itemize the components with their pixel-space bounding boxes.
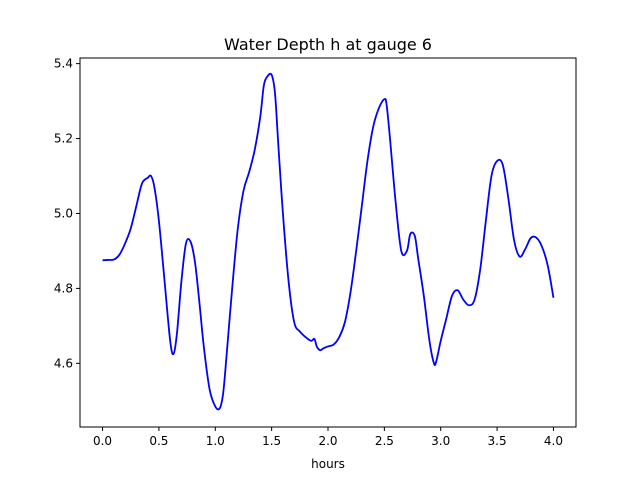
x-tick-label: 1.5 (262, 434, 281, 448)
plot-area (102, 72, 555, 411)
x-tick-label: 3.0 (431, 434, 450, 448)
y-tick-label: 4.8 (54, 281, 73, 295)
y-tick-label: 4.6 (54, 356, 73, 370)
x-tick-label: 3.5 (488, 434, 507, 448)
x-tick-label: 0.5 (149, 434, 168, 448)
x-tick-label: 1.0 (206, 434, 225, 448)
x-tick-label: 0.0 (93, 434, 112, 448)
x-tick-label: 2.5 (375, 434, 394, 448)
y-tick-label: 5.2 (54, 132, 73, 146)
x-tick-label: 2.0 (318, 434, 337, 448)
chart-title: Water Depth h at gauge 6 (224, 35, 432, 54)
x-axis-label: hours (311, 457, 345, 471)
y-axis: 4.6 4.8 5.0 5.2 5.4 (54, 57, 80, 370)
y-tick-label: 5.4 (54, 57, 73, 71)
x-axis: 0.0 0.5 1.0 1.5 2.0 2.5 3.0 3.5 4.0 (93, 427, 563, 448)
series-line-0 (102, 72, 555, 411)
x-tick-label: 4.0 (544, 434, 563, 448)
y-tick-label: 5.0 (54, 206, 73, 220)
